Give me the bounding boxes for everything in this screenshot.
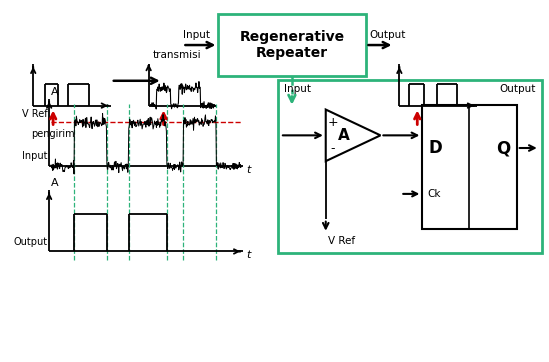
Text: A: A [51, 178, 59, 188]
Text: D: D [428, 139, 442, 157]
Text: V Ref: V Ref [21, 109, 47, 119]
Text: transmisi: transmisi [153, 50, 201, 60]
Text: -: - [330, 142, 335, 155]
Text: Q: Q [496, 139, 511, 157]
Text: +: + [327, 116, 338, 129]
Text: Input: Input [284, 84, 311, 94]
Text: Regenerative
Repeater: Regenerative Repeater [239, 30, 344, 60]
Text: Output: Output [369, 30, 406, 40]
Text: Output: Output [499, 84, 536, 94]
Bar [219, 14, 366, 76]
Bar [278, 80, 542, 253]
Text: Input: Input [21, 151, 47, 161]
Text: t: t [246, 165, 250, 175]
Text: t: t [246, 251, 250, 260]
Text: Ck: Ck [427, 189, 441, 199]
Text: V Ref: V Ref [328, 236, 355, 245]
Bar [422, 105, 517, 229]
Text: A: A [51, 87, 59, 97]
Text: A: A [338, 128, 350, 143]
Polygon shape [326, 110, 380, 161]
Text: Input: Input [183, 30, 210, 40]
Text: Output: Output [13, 236, 47, 247]
Text: pengirim: pengirim [31, 129, 75, 139]
